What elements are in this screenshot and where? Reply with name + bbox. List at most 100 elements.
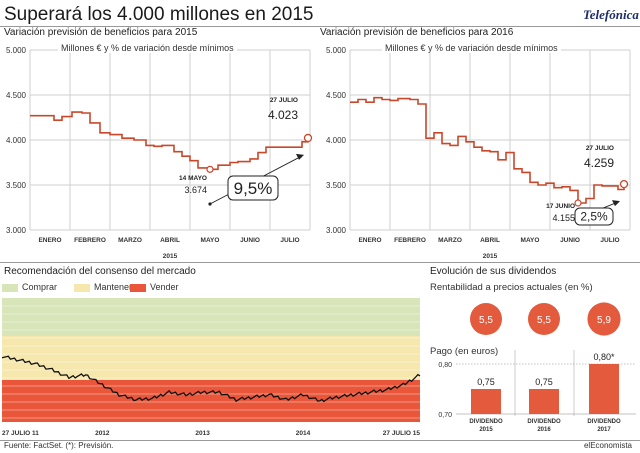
month-label: JULIO [280,237,299,244]
change-arrow-dot [208,202,212,206]
start-date-label: 17 JUNIO [546,203,575,210]
dividend-value-label: 0,75 [477,377,495,387]
x-tick-label: 27 JULIO 11 [2,430,39,437]
chart1-title: Variación previsión de beneficios para 2… [4,27,198,38]
y-tick-label: 4.500 [6,91,27,100]
month-label: ENERO [38,237,61,244]
month-label: FEBRERO [74,237,106,244]
legend-hold-swatch [74,283,90,292]
y-tick-label: 4.000 [6,136,27,145]
dividends-pay-subtitle: Pago (en euros) [430,346,499,357]
dividend-category-label: DIVIDENDO [527,419,561,425]
legend-buy: Comprar [2,282,57,292]
y-tick-label: 3.500 [6,181,27,190]
yield-label: 5,9 [597,315,611,326]
series-line [350,96,625,204]
y-tick-label: 5.000 [6,46,27,55]
change-box [574,207,614,226]
section-divider [0,262,640,263]
sell-zone [2,380,420,422]
y-tick-label: 3.500 [326,181,347,190]
month-label: JUNIO [240,237,260,244]
y-tick-label: 3.000 [326,226,347,235]
footer-divider [0,440,640,441]
consensus-title: Recomendación del consenso del mercado [4,266,196,277]
dividends-chart: 5,5 5,5 5,9 0,80 0,70 0,75 DIVIDENDO 2015 0,75 DI… [438,302,636,433]
month-label: FEBRERO [394,237,426,244]
dividend-value-label: 0,80* [593,352,615,362]
legend-sell-swatch [130,283,146,292]
end-value-label: 4.259 [584,156,614,170]
change-value-label: 9,5% [234,179,273,198]
x-tick-label: 2013 [195,430,210,437]
legend-buy-label: Comprar [22,282,58,292]
dividend-value-label: 0,75 [535,377,553,387]
footer-source: Fuente: FactSet. (*): Previsión. [4,441,114,450]
change-value-label: 2,5% [580,210,608,224]
yield-bubble [470,303,502,335]
month-label: ABRIL [160,237,180,244]
footer-publisher: elEconomista [583,441,632,450]
legend-buy-swatch [2,283,18,292]
series-line [30,111,309,171]
y-tick-label: 5.000 [326,46,347,55]
dividend-bar [529,389,559,414]
dividend-category-label: DIVIDENDO [587,419,621,425]
dividend-year-label: 2017 [597,427,611,433]
month-label: ENERO [358,237,381,244]
dividends-title: Evolución de sus dividendos [430,266,557,277]
brand-logo: Telefónica [583,7,639,22]
change-arrow-head [612,200,620,207]
yield-label: 5,5 [537,315,551,326]
legend-sell: Vender [130,282,179,292]
dividend-bar [471,389,501,414]
dividend-bar [589,364,619,414]
dividend-year-label: 2016 [537,427,551,433]
page-title: Superará los 4.000 millones en 2015 [4,4,314,25]
month-label: JUNIO [560,237,580,244]
legend-hold-label: Mantener [94,282,133,292]
start-date-label: 14 MAYO [179,175,207,182]
chart1-units: Millones € y % de variación desde mínimo… [58,43,237,53]
end-date-label: 27 JULIO [586,145,614,152]
start-point-marker [574,199,582,207]
forecast-2016-chart: 5.000 4.500 4.000 3.500 3.000 ENERO FEBRERO MAR… [326,46,631,260]
hold-zone [2,336,420,380]
end-date-label: 27 JULIO [270,97,298,104]
yield-bubble [528,303,560,335]
end-point-marker [303,133,313,143]
year-label: 2015 [483,253,498,260]
month-label: MARZO [438,237,462,244]
dividend-category-label: DIVIDENDO [469,419,503,425]
x-tick-label: 27 JULIO 15 [383,430,421,437]
month-label: MARZO [118,237,142,244]
x-tick-label: 2012 [95,430,110,437]
change-box [227,175,279,201]
end-value-label: 4.023 [268,108,298,122]
consensus-legend: Comprar Mantener Vender [2,282,420,292]
y-tick-label: 3.000 [6,226,27,235]
month-label: MAYO [521,237,540,244]
y-tick-label: 4.000 [326,136,347,145]
month-label: ABRIL [480,237,500,244]
month-label: JULIO [600,237,619,244]
forecast-2015-chart: 5.000 4.500 4.000 3.500 3.000 ENERO FEBRERO MAR… [6,46,313,260]
legend-hold: Mantener [74,282,132,292]
month-label: MAYO [201,237,220,244]
chart2-title: Variación previsión de beneficios para 2… [320,27,514,38]
dividend-year-label: 2015 [479,427,493,433]
change-arrow-head [296,153,304,160]
yield-bubble [587,302,621,336]
year-label: 2015 [163,253,178,260]
dividends-yield-subtitle: Rentabilidad a precios actuales (en %) [430,282,593,293]
header-divider [0,26,640,27]
y-tick-label: 0,80 [438,362,452,369]
start-point-marker [206,165,214,173]
start-value-label: 4.155 [552,213,575,223]
x-tick-label: 2014 [296,430,311,437]
buy-zone [2,298,420,336]
y-tick-label: 0,70 [438,412,452,419]
end-point-marker [619,179,629,189]
yield-label: 5,5 [479,315,493,326]
start-value-label: 3.674 [184,185,207,195]
